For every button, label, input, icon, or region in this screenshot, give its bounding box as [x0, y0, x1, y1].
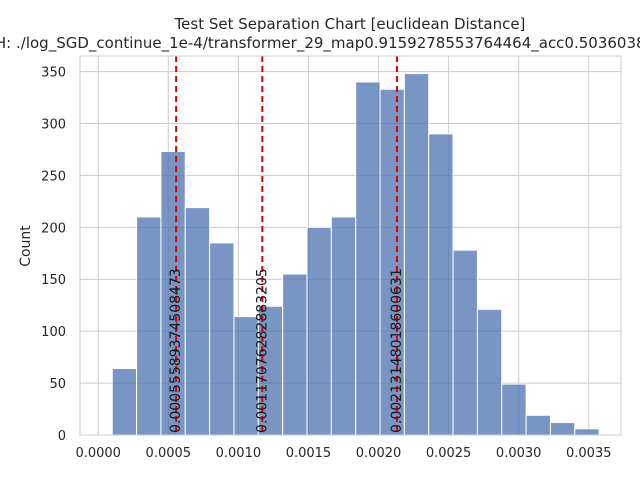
y-tick-label: 150	[41, 273, 66, 288]
x-tick-label: 0.0000	[75, 446, 121, 461]
histogram-bars	[111, 73, 600, 436]
histogram-bar	[209, 242, 235, 436]
y-tick-label: 300	[41, 117, 66, 132]
x-tick-label: 0.0020	[356, 446, 402, 461]
threshold-label: 0.0005558937450847​3	[168, 268, 184, 433]
x-tick-label: 0.0010	[216, 446, 262, 461]
histogram-bar	[403, 73, 430, 436]
chart-subtitle: PATH: ./log_SGD_continue_1e-4/transforme…	[0, 34, 640, 53]
y-tick-label: 250	[41, 169, 66, 184]
x-tick-label: 0.0015	[286, 446, 332, 461]
histogram-bar	[428, 133, 454, 436]
y-tick-label: 100	[41, 325, 66, 340]
histogram-bar	[574, 428, 600, 436]
histogram-bar	[549, 422, 576, 436]
threshold-lines: 0.0005558937450847​3 0.00117076282883205 0…	[168, 56, 405, 435]
histogram-bar	[525, 414, 551, 436]
x-tick-label: 0.0025	[426, 446, 472, 461]
x-tick-label: 0.0030	[496, 446, 542, 461]
plot-frame	[79, 55, 622, 436]
x-axis-ticks: 0.0000 0.0005 0.0010 0.0015 0.0020 0.0025 0.00…	[75, 446, 611, 461]
y-tick-label: 350	[41, 66, 66, 81]
y-tick-label: 50	[49, 377, 66, 392]
x-tick-label: 0.0005	[146, 446, 192, 461]
threshold-label: 0.00213148018600631	[389, 268, 405, 433]
histogram-bar	[452, 249, 478, 436]
y-tick-label: 0	[58, 429, 66, 444]
y-tick-label: 200	[41, 221, 66, 236]
histogram-bar	[184, 207, 211, 436]
histogram-bar	[501, 383, 527, 436]
histogram-bar	[355, 81, 381, 436]
histogram-bar	[282, 273, 308, 436]
histogram-bar	[476, 308, 503, 436]
histogram-bar	[111, 368, 138, 436]
histogram-bar	[306, 226, 332, 436]
histogram-bar	[136, 216, 162, 436]
threshold-label: 0.00117076282883205	[254, 268, 270, 433]
y-axis-label: Count	[18, 225, 34, 267]
histogram-bar	[330, 216, 357, 436]
y-axis-ticks: 0 50 100 150 200 250 300 350	[41, 66, 66, 444]
x-tick-label: 0.0035	[566, 446, 612, 461]
chart-title: Test Set Separation Chart [euclidean Dis…	[174, 15, 526, 33]
